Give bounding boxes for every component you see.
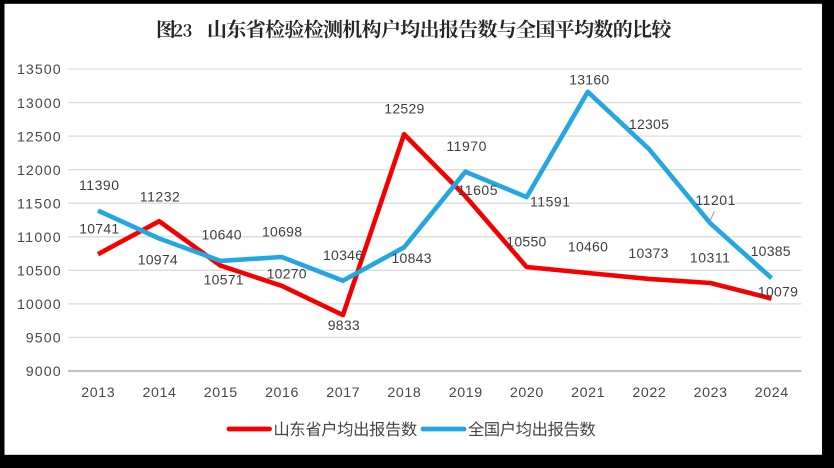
svg-text:2015: 2015 (204, 385, 238, 401)
svg-text:11970: 11970 (446, 138, 486, 154)
svg-text:2017: 2017 (326, 385, 360, 401)
svg-text:10373: 10373 (628, 245, 668, 261)
svg-text:12529: 12529 (384, 101, 424, 117)
svg-text:2013: 2013 (81, 385, 115, 401)
svg-text:2020: 2020 (510, 385, 544, 401)
svg-text:10000: 10000 (17, 297, 61, 313)
svg-text:10698: 10698 (262, 223, 302, 239)
svg-text:2018: 2018 (387, 385, 421, 401)
svg-text:12500: 12500 (17, 129, 61, 145)
svg-text:2021: 2021 (571, 385, 605, 401)
svg-text:10311: 10311 (690, 249, 730, 265)
svg-text:10571: 10571 (204, 271, 244, 287)
svg-text:10270: 10270 (267, 265, 307, 281)
svg-text:2022: 2022 (632, 385, 666, 401)
svg-text:11390: 11390 (79, 177, 119, 193)
svg-text:11000: 11000 (17, 230, 61, 246)
svg-text:10079: 10079 (758, 284, 798, 300)
svg-text:11591: 11591 (530, 193, 570, 209)
svg-text:9833: 9833 (328, 317, 360, 333)
svg-text:10385: 10385 (751, 243, 791, 259)
svg-text:9000: 9000 (26, 364, 61, 380)
svg-text:12000: 12000 (17, 163, 61, 179)
svg-text:10500: 10500 (17, 264, 61, 280)
svg-text:11201: 11201 (695, 192, 735, 208)
svg-text:2019: 2019 (449, 385, 483, 401)
svg-text:10346: 10346 (323, 247, 363, 263)
svg-text:2024: 2024 (755, 385, 789, 401)
svg-text:11500: 11500 (17, 196, 61, 212)
svg-text:9500: 9500 (26, 331, 61, 347)
svg-text:11232: 11232 (140, 188, 180, 204)
svg-text:13160: 13160 (569, 72, 609, 88)
svg-text:13000: 13000 (17, 96, 61, 112)
svg-text:10741: 10741 (79, 220, 119, 236)
svg-text:11605: 11605 (458, 182, 498, 198)
svg-text:12305: 12305 (629, 116, 669, 132)
svg-text:13500: 13500 (17, 62, 61, 78)
svg-text:10843: 10843 (392, 250, 432, 266)
svg-text:2014: 2014 (143, 385, 177, 401)
svg-text:10460: 10460 (568, 239, 608, 255)
svg-text:10550: 10550 (506, 234, 546, 250)
svg-text:10640: 10640 (202, 226, 242, 242)
svg-text:2016: 2016 (265, 385, 299, 401)
svg-text:2023: 2023 (694, 385, 728, 401)
svg-text:10974: 10974 (138, 251, 178, 267)
